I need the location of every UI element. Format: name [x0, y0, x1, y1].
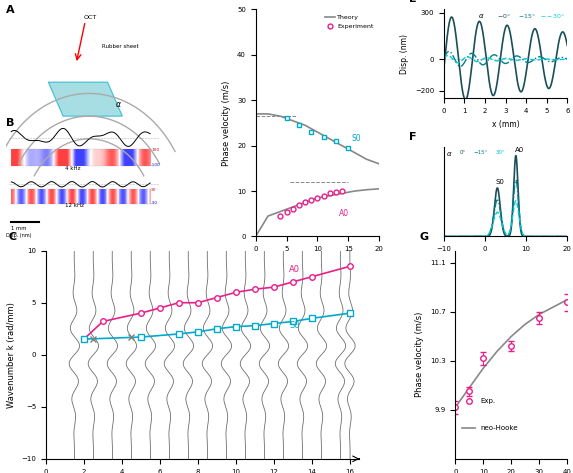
Text: 1 mm: 1 mm [11, 226, 27, 231]
Text: S0: S0 [495, 179, 504, 185]
X-axis label: Frequency (kHz): Frequency (kHz) [283, 258, 352, 267]
Text: B: B [6, 118, 14, 128]
Text: A0: A0 [515, 147, 524, 153]
Text: 100: 100 [151, 149, 159, 152]
Text: −15°: −15° [473, 150, 488, 155]
X-axis label: x (mm): x (mm) [492, 120, 519, 129]
X-axis label: Wavenumber k (rad/mm): Wavenumber k (rad/mm) [457, 258, 554, 267]
Text: A0: A0 [289, 264, 300, 273]
Y-axis label: Wavenumber k (rad/mm): Wavenumber k (rad/mm) [7, 302, 15, 408]
Text: $-$0°: $-$0° [497, 12, 511, 20]
Text: S0: S0 [289, 321, 300, 330]
Text: G: G [419, 232, 429, 242]
Text: 0°: 0° [460, 150, 466, 155]
Text: 30°: 30° [496, 150, 505, 155]
Text: $\alpha$: $\alpha$ [478, 12, 485, 20]
Text: Exp.: Exp. [480, 397, 495, 403]
Text: 30: 30 [151, 188, 156, 192]
Text: neo-Hooke: neo-Hooke [480, 425, 517, 430]
Text: A: A [6, 5, 14, 15]
Text: -100: -100 [151, 163, 161, 167]
Text: E: E [409, 0, 417, 4]
Text: $\alpha$: $\alpha$ [446, 150, 453, 158]
Text: C: C [8, 232, 16, 242]
Text: $\alpha$: $\alpha$ [115, 100, 122, 109]
Text: F: F [409, 132, 417, 142]
Text: 4 kHz: 4 kHz [65, 166, 80, 171]
Y-axis label: Disp. (nm): Disp. (nm) [401, 34, 409, 74]
Text: S0: S0 [351, 134, 361, 143]
Text: Disp. (nm): Disp. (nm) [6, 233, 32, 237]
Legend: Theory, Experiment: Theory, Experiment [323, 13, 376, 32]
Text: $-$15°: $-$15° [518, 12, 536, 20]
Text: 12 kHz: 12 kHz [65, 203, 84, 209]
Text: -30: -30 [151, 201, 158, 205]
Y-axis label: Phase velocity (m/s): Phase velocity (m/s) [222, 80, 231, 166]
Text: A0: A0 [339, 209, 349, 218]
Text: Rubber sheet: Rubber sheet [102, 44, 139, 49]
Polygon shape [48, 82, 123, 116]
Text: $--$30°: $--$30° [540, 12, 566, 20]
Text: OCT: OCT [84, 15, 97, 19]
Y-axis label: Phase velocity (m/s): Phase velocity (m/s) [415, 312, 424, 397]
